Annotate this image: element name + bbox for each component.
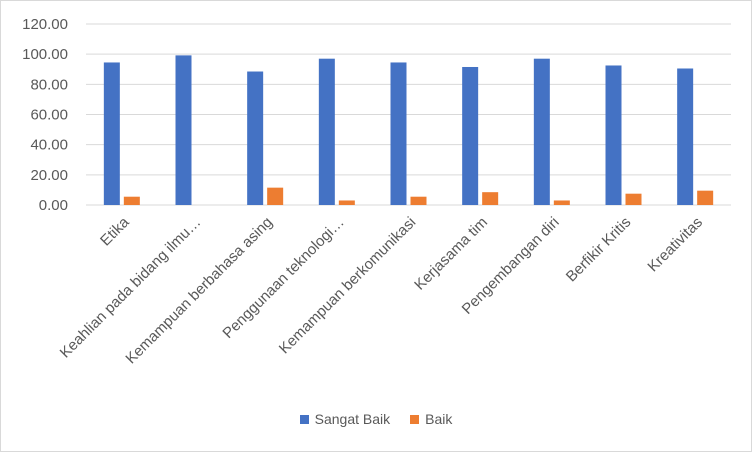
- x-tick-label: Kerjasama tim: [411, 214, 491, 294]
- y-tick-label: 120.00: [22, 16, 68, 33]
- bar-baik-9: [697, 190, 714, 205]
- bar-sangat-baik-7: [533, 58, 550, 205]
- bar-sangat-baik-3: [247, 71, 264, 205]
- bar-baik-4: [338, 200, 355, 205]
- x-tick-label: Keahlian pada bidang ilmu…: [57, 214, 205, 362]
- legend-item-sangat-baik: Sangat Baik: [299, 411, 391, 427]
- bar-chart: 0.00 20.00 40.00 60.00 80.00 100.00 120.00 Eti…: [22, 16, 731, 367]
- y-tick-label: 40.00: [30, 137, 68, 154]
- bar-baik-6: [482, 192, 499, 205]
- x-tick-label: Kreativitas: [644, 214, 706, 276]
- x-tick-label: Kemampuan berkomunikasi: [276, 214, 419, 357]
- bar-baik-8: [625, 193, 642, 205]
- y-tick-label: 80.00: [30, 76, 68, 93]
- legend-label-sangat-baik: Sangat Baik: [314, 411, 391, 427]
- bar-sangat-baik-6: [462, 66, 479, 205]
- y-tick-label: 100.00: [22, 46, 68, 63]
- bars: [103, 55, 714, 206]
- bar-sangat-baik-1: [103, 62, 120, 206]
- y-tick-label: 0.00: [39, 197, 68, 214]
- bar-baik-5: [410, 196, 427, 205]
- legend: Sangat Baik Baik: [1, 411, 751, 427]
- bar-baik-1: [123, 196, 140, 205]
- y-axis-ticks: 0.00 20.00 40.00 60.00 80.00 100.00 120.00: [22, 16, 68, 214]
- x-tick-label: Penggunaan teknologi…: [219, 214, 347, 342]
- bar-sangat-baik-8: [605, 65, 622, 206]
- bar-sangat-baik-4: [318, 58, 335, 205]
- x-tick-label: Berfikir Kritis: [563, 214, 635, 286]
- bar-sangat-baik-9: [677, 68, 694, 205]
- legend-swatch-baik: [410, 414, 420, 424]
- x-tick-label: Etika: [97, 213, 133, 249]
- y-tick-label: 20.00: [30, 167, 68, 184]
- bar-sangat-baik-5: [390, 62, 407, 206]
- bar-baik-7: [553, 200, 570, 205]
- legend-item-baik: Baik: [410, 411, 452, 427]
- legend-swatch-sangat-baik: [299, 414, 309, 424]
- y-tick-label: 60.00: [30, 107, 68, 124]
- bar-baik-3: [267, 187, 284, 205]
- x-tick-label: Kemampuan berbahasa asing: [122, 214, 276, 368]
- gridlines: [86, 23, 731, 206]
- legend-label-baik: Baik: [425, 411, 453, 427]
- bar-sangat-baik-2: [175, 55, 192, 205]
